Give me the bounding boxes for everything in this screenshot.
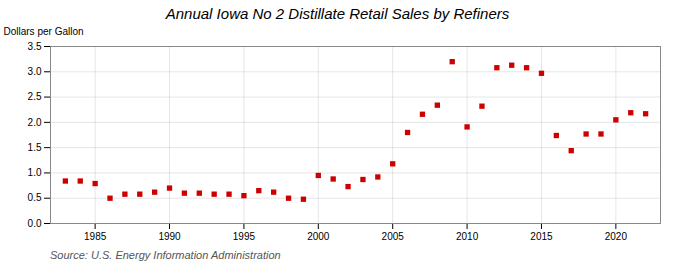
- svg-text:2.5: 2.5: [28, 91, 42, 102]
- svg-text:2010: 2010: [456, 231, 479, 242]
- svg-text:3.0: 3.0: [28, 66, 42, 77]
- svg-text:2005: 2005: [382, 231, 405, 242]
- svg-text:1990: 1990: [158, 231, 181, 242]
- svg-text:1985: 1985: [84, 231, 107, 242]
- svg-text:2015: 2015: [530, 231, 553, 242]
- svg-text:2000: 2000: [307, 231, 330, 242]
- svg-text:3.5: 3.5: [28, 41, 42, 52]
- svg-text:0.0: 0.0: [28, 218, 42, 229]
- svg-text:Dollars per Gallon: Dollars per Gallon: [4, 26, 84, 37]
- html-text:Source: U.S. Energy Informatio: Source: U.S. Energy Information Administ…: [50, 249, 281, 261]
- svg-text:2.0: 2.0: [28, 117, 42, 128]
- svg-text:1995: 1995: [233, 231, 256, 242]
- svg-text:1.0: 1.0: [28, 167, 42, 178]
- svg-text:2020: 2020: [605, 231, 628, 242]
- svg-text:0.5: 0.5: [28, 192, 42, 203]
- html-text:Annual Iowa No 2 Distillate Re: Annual Iowa No 2 Distillate Retail Sales…: [165, 5, 510, 22]
- svg-text:1.5: 1.5: [28, 142, 42, 153]
